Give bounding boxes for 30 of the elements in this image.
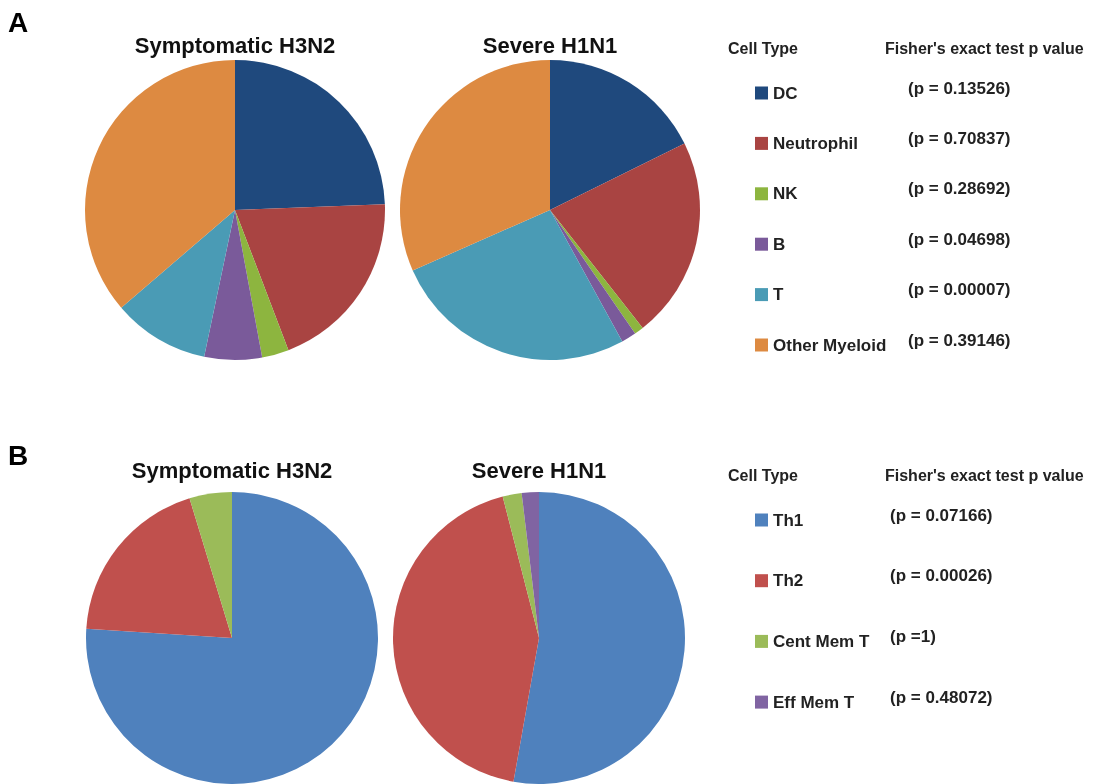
text: (p =1) xyxy=(890,626,936,646)
text: (p = 0.13526) xyxy=(908,78,1011,98)
slice-label: Symptomatic H3N2 xyxy=(131,457,333,483)
legend-title: Cell Type xyxy=(728,39,799,57)
slice-label: Severe H1N1 xyxy=(482,32,618,58)
text: A xyxy=(8,6,29,38)
text: Fisher's exact test p value xyxy=(885,39,1084,57)
legend-label: Neutrophil xyxy=(773,133,858,153)
legend-label: T xyxy=(773,285,784,305)
text: (p = 0.00007) xyxy=(908,280,1011,300)
legend-label: Eff Mem T xyxy=(773,692,855,712)
legend-label: B xyxy=(773,234,786,254)
legend-title: Cell Type xyxy=(728,466,799,484)
text: Fisher's exact test p value xyxy=(885,466,1084,484)
legend-label: Th2 xyxy=(773,571,804,591)
text: (p = 0.04698) xyxy=(908,229,1011,249)
text: (p = 0.28692) xyxy=(908,179,1011,199)
legend-label: Cent Mem T xyxy=(773,631,870,651)
text: (p = 0.48072) xyxy=(890,687,993,707)
text: (p = 0.39146) xyxy=(908,330,1011,350)
legend-label: Th1 xyxy=(773,510,804,530)
slice-label: Severe H1N1 xyxy=(471,457,607,483)
text: (p = 0.00026) xyxy=(890,566,993,586)
legend-label: DC xyxy=(773,83,798,103)
text: (p = 0.70837) xyxy=(908,128,1011,148)
legend-label: NK xyxy=(773,184,799,204)
slice-label: Symptomatic H3N2 xyxy=(134,32,336,58)
legend-label: Other Myeloid xyxy=(773,335,887,355)
text: B xyxy=(8,439,29,471)
text: (p = 0.07166) xyxy=(890,505,993,525)
